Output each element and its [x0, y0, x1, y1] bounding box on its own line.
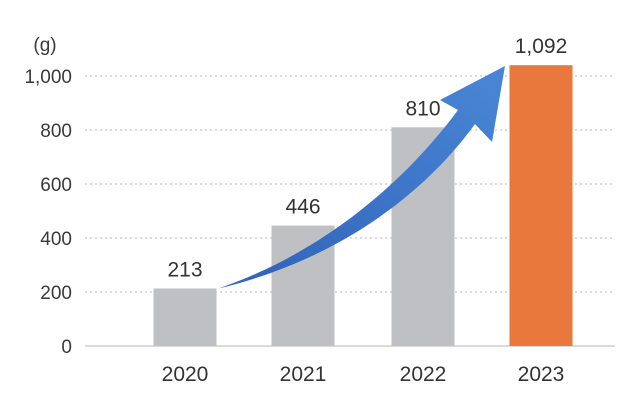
trend-arrow — [218, 66, 505, 289]
y-tick-label: 1,000 — [24, 67, 72, 88]
bar-2023 — [509, 65, 573, 346]
data-label-2020: 213 — [167, 258, 202, 281]
x-tick-label-2021: 2021 — [280, 363, 327, 386]
labels: 0 200 400 600 800 1,000 213 2020 446 2021 810 2022 1… — [24, 35, 567, 386]
x-tick-label-2022: 2022 — [400, 363, 447, 386]
y-axis-unit-label: (g) — [33, 35, 56, 56]
x-tick-label-2023: 2023 — [518, 363, 565, 386]
bars — [153, 65, 573, 346]
data-label-2021: 446 — [285, 196, 320, 219]
bar-2020 — [153, 288, 217, 346]
y-tick-label: 0 — [61, 337, 72, 358]
y-tick-label: 600 — [40, 175, 72, 196]
data-label-2023: 1,092 — [515, 35, 568, 58]
x-tick-label-2020: 2020 — [162, 363, 209, 386]
y-tick-label: 800 — [40, 121, 72, 142]
y-tick-label: 400 — [40, 229, 72, 250]
trend-arrow-shape — [218, 66, 505, 289]
y-tick-label: 200 — [40, 283, 72, 304]
data-label-2022: 810 — [405, 97, 440, 120]
